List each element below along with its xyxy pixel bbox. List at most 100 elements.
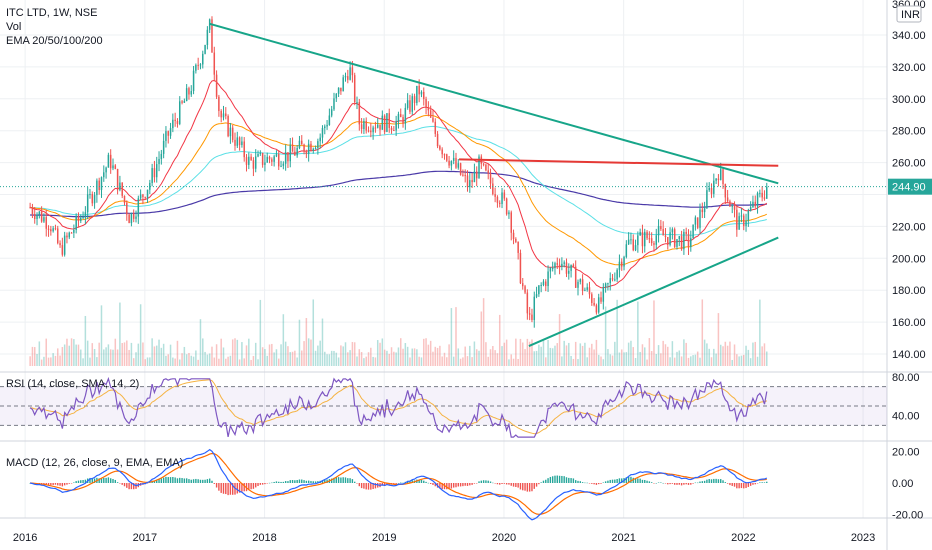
candle-body xyxy=(162,140,165,154)
macd-hist-bar xyxy=(301,479,303,483)
volume-bar xyxy=(411,348,414,366)
candle-body xyxy=(402,117,404,124)
macd-hist-bar xyxy=(105,477,107,483)
candle-body xyxy=(416,85,418,103)
macd-hist-bar xyxy=(57,483,59,486)
volume-bar xyxy=(395,352,397,366)
symbol-title[interactable]: ITC LTD, 1W, NSE xyxy=(6,7,98,19)
macd-hist-bar xyxy=(429,483,432,484)
volume-bar xyxy=(162,343,165,366)
volume-bar xyxy=(372,356,374,366)
resistance-line[interactable] xyxy=(459,158,779,167)
volume-bar xyxy=(289,352,291,366)
volume-bar xyxy=(211,346,213,366)
volume-bar xyxy=(646,359,648,366)
candle-body xyxy=(36,214,38,220)
macd-hist-bar xyxy=(284,481,287,483)
volume-indicator-label[interactable]: Vol xyxy=(6,21,22,33)
volume-bar xyxy=(754,341,756,366)
candle-body xyxy=(584,289,586,291)
volume-bar xyxy=(215,344,218,366)
macd-hist-bar xyxy=(225,483,227,495)
rsi-indicator-label[interactable]: RSI (14, close, SMA, 14, 2) xyxy=(6,378,140,390)
candle-body xyxy=(577,281,579,288)
volume-bar xyxy=(314,350,317,366)
volume-bar xyxy=(132,358,135,366)
macd-hist-bar xyxy=(616,479,618,483)
candle-body xyxy=(660,226,662,230)
macd-hist-bar xyxy=(715,478,717,483)
ema-indicator-label[interactable]: EMA 20/50/100/200 xyxy=(6,35,103,47)
price-legend: ITC LTD, 1W, NSE Vol EMA 20/50/100/200 xyxy=(6,6,103,48)
candle-body xyxy=(105,167,107,173)
candle-body xyxy=(275,154,278,157)
macd-hist-bar xyxy=(330,478,333,483)
candle-body xyxy=(132,213,135,219)
macd-hist-bar xyxy=(59,483,61,486)
macd-hist-bar xyxy=(340,477,342,483)
volume-bar xyxy=(482,298,485,366)
volume-bar xyxy=(179,359,181,366)
macd-hist-bar xyxy=(418,479,420,483)
time-tick-label: 2021 xyxy=(611,532,635,544)
candle-body xyxy=(602,286,605,302)
candle-body xyxy=(351,67,354,76)
descending-trendline[interactable] xyxy=(209,22,779,185)
volume-bar xyxy=(480,311,483,366)
macd-hist-bar xyxy=(310,481,312,483)
candle-body xyxy=(683,231,685,250)
volume-bar xyxy=(326,354,328,366)
candle-body xyxy=(667,236,669,245)
macd-hist-bar xyxy=(367,483,370,490)
candle-body xyxy=(319,137,321,142)
macd-hist-bar xyxy=(98,478,100,483)
volume-bar xyxy=(475,349,478,366)
volume-bar xyxy=(402,348,404,366)
candle-body xyxy=(512,232,515,239)
macd-hist-bar xyxy=(614,479,616,483)
volume-bar xyxy=(639,351,641,366)
volume-bar xyxy=(535,350,538,366)
candle-body xyxy=(749,207,752,211)
currency-badge[interactable] xyxy=(896,5,922,23)
candle-body xyxy=(503,192,506,199)
volume-bar xyxy=(701,299,704,366)
macd-hist-bar xyxy=(473,483,476,484)
volume-bar xyxy=(531,339,533,366)
volume-bar xyxy=(680,356,683,366)
macd-hist-bar xyxy=(271,482,273,484)
candle-body xyxy=(220,110,222,118)
macd-hist-bar xyxy=(667,483,669,485)
volume-bar xyxy=(137,343,140,366)
macd-hist-bar xyxy=(360,483,363,489)
macd-hist-bar xyxy=(93,478,96,483)
candle-body xyxy=(202,53,204,65)
macd-hist-bar xyxy=(266,483,268,484)
macd-hist-bar xyxy=(710,479,713,483)
macd-hist-bar xyxy=(169,477,172,483)
macd-hist-bar xyxy=(533,483,535,489)
volume-bar xyxy=(637,301,639,366)
macd-hist-bar xyxy=(185,478,188,483)
macd-hist-bar xyxy=(400,482,402,484)
macd-hist-bar xyxy=(296,480,298,483)
candle-body xyxy=(747,210,750,221)
volume-bar xyxy=(722,346,724,366)
ascending-trendline[interactable] xyxy=(528,236,779,347)
candle-body xyxy=(572,264,575,267)
candle-body xyxy=(510,212,512,233)
macd-hist-bar xyxy=(558,475,561,483)
volume-bar xyxy=(618,352,621,366)
macd-hist-bar xyxy=(572,478,575,483)
candle-body xyxy=(91,194,94,204)
macd-hist-bar xyxy=(411,480,413,483)
volume-bar xyxy=(296,357,298,366)
volume-bar xyxy=(749,358,752,366)
macd-hist-bar xyxy=(220,483,222,493)
volume-bar xyxy=(581,345,584,366)
volume-bar xyxy=(710,357,713,366)
macd-indicator-label[interactable]: MACD (12, 26, close, 9, EMA, EMA) xyxy=(6,457,184,469)
volume-bar xyxy=(386,350,388,366)
candle-body xyxy=(701,209,704,213)
